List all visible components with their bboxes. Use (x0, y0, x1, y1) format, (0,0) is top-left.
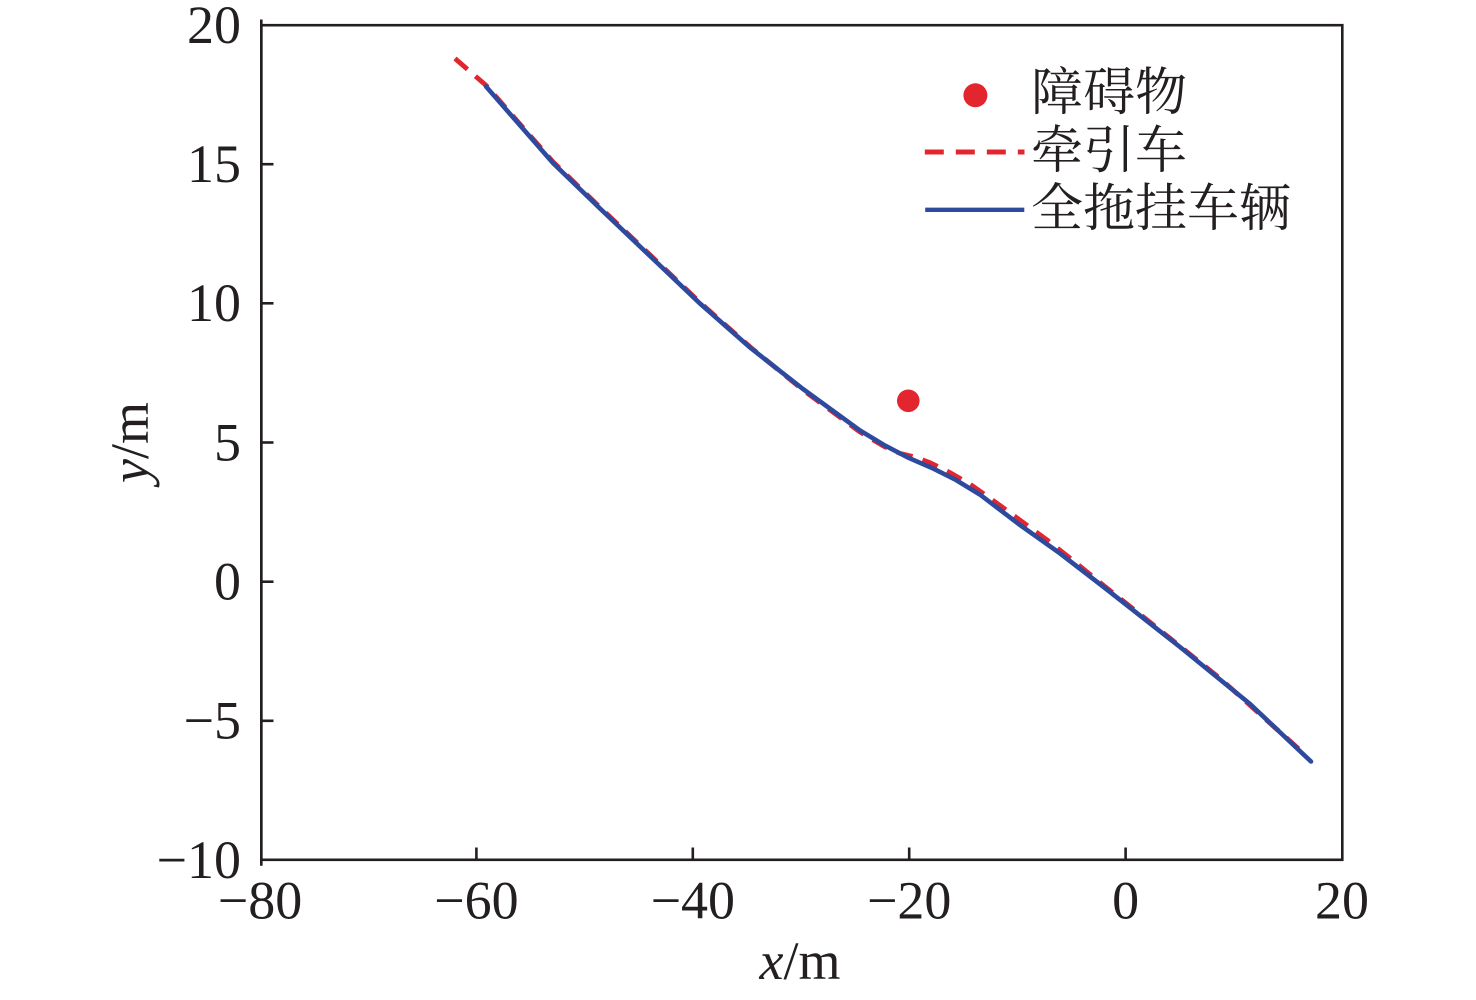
svg-text:15: 15 (187, 134, 241, 194)
svg-text:20: 20 (1315, 871, 1369, 931)
svg-text:−10: −10 (157, 830, 241, 890)
svg-text:20: 20 (187, 0, 241, 55)
svg-text:y/m: y/m (100, 402, 160, 488)
svg-text:x/m: x/m (759, 931, 841, 991)
svg-text:−5: −5 (184, 691, 241, 751)
svg-text:10: 10 (187, 273, 241, 333)
svg-text:−60: −60 (434, 871, 518, 931)
svg-text:5: 5 (214, 412, 241, 472)
svg-text:−20: −20 (867, 871, 951, 931)
svg-text:−80: −80 (218, 871, 302, 931)
svg-text:0: 0 (1112, 871, 1139, 931)
svg-text:−40: −40 (651, 871, 735, 931)
svg-text:0: 0 (214, 552, 241, 612)
